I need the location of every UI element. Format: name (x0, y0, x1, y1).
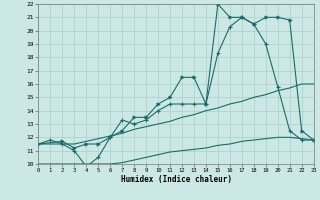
X-axis label: Humidex (Indice chaleur): Humidex (Indice chaleur) (121, 175, 231, 184)
